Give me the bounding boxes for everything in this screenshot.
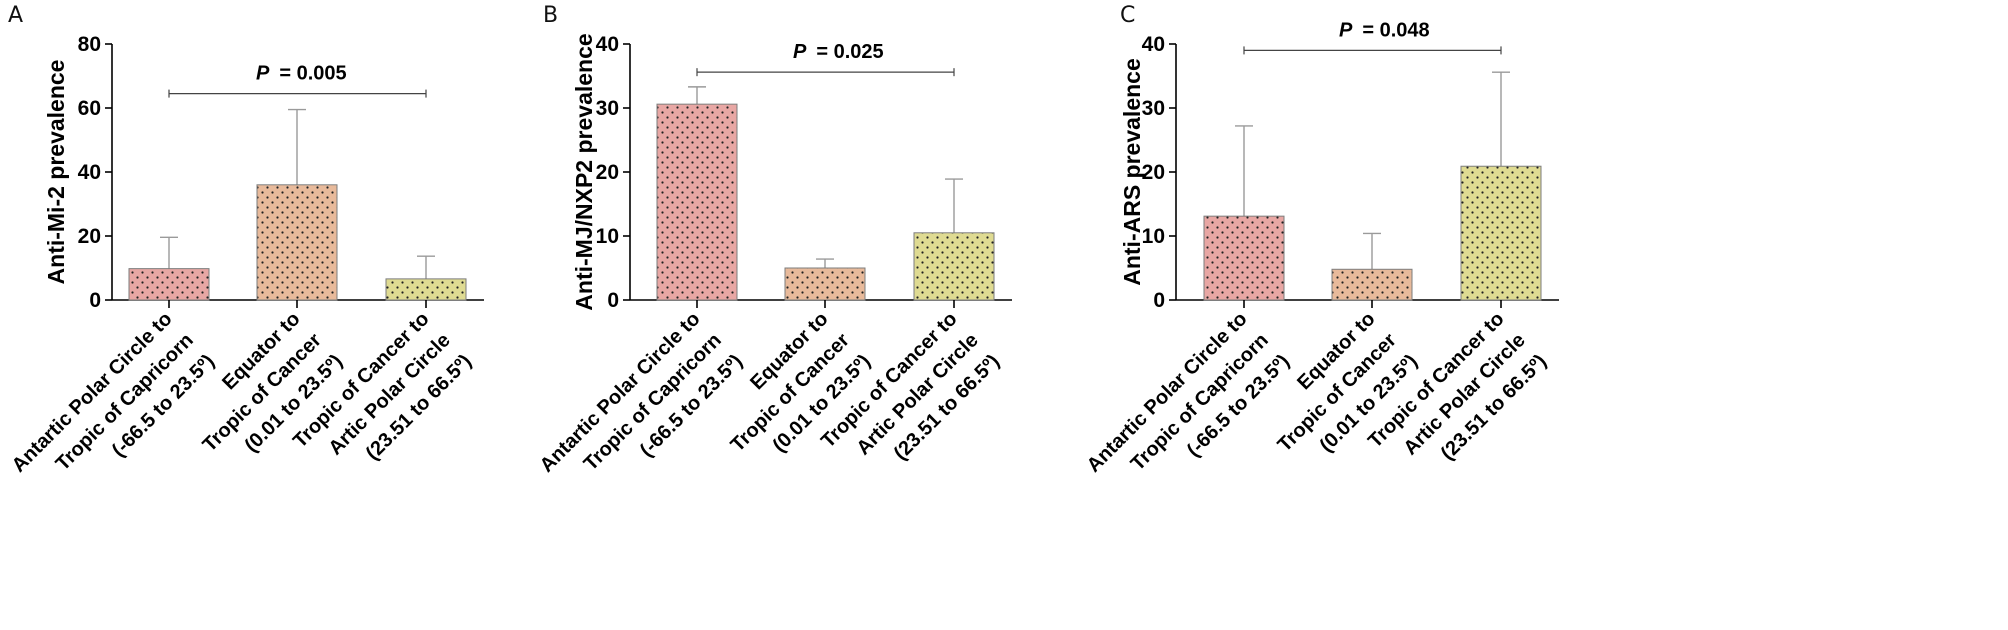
- x-tick-label-line: Antartic Polar Circle to: [8, 308, 177, 477]
- panel-letter: B: [543, 3, 558, 28]
- bar: [385, 278, 467, 301]
- y-tick-label: 20: [596, 161, 619, 184]
- y-tick-label: 20: [78, 225, 101, 248]
- x-tick-label: Equator toTropic of Cancer(0.01 to 23.5º…: [177, 308, 347, 478]
- x-tick-label-line: Antartic Polar Circle to: [536, 308, 705, 477]
- bar: [656, 103, 738, 301]
- bar: [913, 232, 995, 301]
- x-tick-label: Tropic of Cancer toArtic Polar Circle(23…: [289, 308, 476, 495]
- x-tick-label: Antartic Polar Circle toTropic of Capric…: [8, 308, 219, 519]
- y-axis-label: Anti-Mi-2 prevalence: [43, 60, 69, 285]
- x-tick-label: Tropic of Cancer toArtic Polar Circle(23…: [1364, 308, 1551, 495]
- y-tick-label: 0: [607, 289, 619, 312]
- y-tick-label: 10: [1142, 225, 1165, 248]
- y-tick-label: 30: [1142, 97, 1165, 120]
- bar: [1460, 165, 1542, 301]
- pvalue-text: = 0.025: [816, 41, 883, 63]
- bar: [128, 268, 210, 301]
- pvalue-label: P = 0.025: [793, 41, 884, 63]
- pvalue-text: = 0.048: [1362, 19, 1429, 41]
- pvalue-label: P = 0.005: [256, 63, 347, 85]
- pvalue-prefix: P: [793, 41, 807, 63]
- x-tick-label-line: Antartic Polar Circle to: [1083, 308, 1252, 477]
- y-tick-label: 0: [89, 289, 101, 312]
- bar: [784, 267, 866, 301]
- y-tick-label: 20: [1142, 161, 1165, 184]
- y-tick-label: 40: [596, 33, 619, 56]
- bar: [1203, 215, 1285, 301]
- bar: [256, 184, 338, 301]
- y-tick-label: 0: [1153, 289, 1165, 312]
- pvalue-text: = 0.005: [279, 63, 346, 85]
- y-axis-label: Anti-ARS prevalence: [1119, 58, 1145, 286]
- x-tick-label: Tropic of Cancer toArtic Polar Circle(23…: [817, 308, 1004, 495]
- panel-letter: A: [8, 3, 23, 28]
- pvalue-label: P = 0.048: [1339, 19, 1430, 41]
- x-tick-label: Antartic Polar Circle toTropic of Capric…: [536, 308, 747, 519]
- panel-a: A 0 20 40 60 80 Anti-Mi-2 prevalence Antartic P…: [8, 3, 484, 519]
- pvalue-prefix: P: [256, 63, 270, 85]
- y-tick-label: 10: [596, 225, 619, 248]
- y-tick-label: 40: [1142, 33, 1165, 56]
- x-tick-label: Equator toTropic of Cancer(0.01 to 23.5º…: [1252, 308, 1422, 478]
- x-tick-label: Antartic Polar Circle toTropic of Capric…: [1083, 308, 1294, 519]
- y-tick-label: 30: [596, 97, 619, 120]
- pvalue-prefix: P: [1339, 19, 1353, 41]
- bar: [1331, 268, 1413, 301]
- y-tick-label: 80: [78, 33, 101, 56]
- y-tick-label: 60: [78, 97, 101, 120]
- y-tick-label: 40: [78, 161, 101, 184]
- panel-letter: C: [1120, 3, 1135, 28]
- y-axis-label: Anti-MJ/NXP2 prevalence: [571, 33, 597, 310]
- x-tick-label: Equator toTropic of Cancer(0.01 to 23.5º…: [705, 308, 875, 478]
